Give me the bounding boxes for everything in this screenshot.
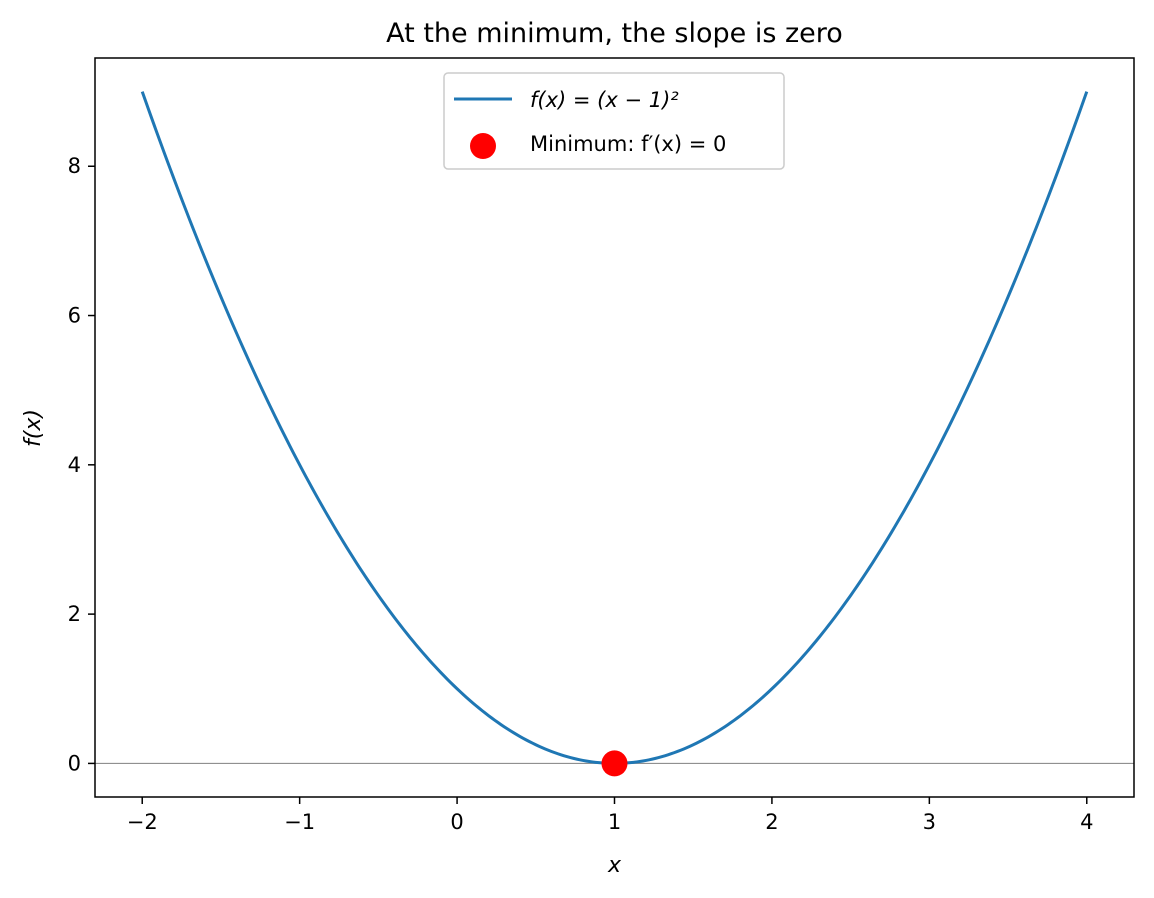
legend-label-f: f(x) = (x − 1)² (530, 88, 679, 112)
y-tick-label: 0 (68, 751, 81, 775)
y-axis: 0 2 4 6 8 (68, 154, 95, 775)
x-tick-label: 2 (765, 810, 778, 834)
chart-title: At the minimum, the slope is zero (386, 18, 843, 49)
x-tick-label: 3 (923, 810, 936, 834)
legend: f(x) = (x − 1)² Minimum: f′(x) = 0 (443, 72, 785, 170)
legend-label-minimum: Minimum: f′(x) = 0 (530, 132, 726, 156)
y-tick-label: 8 (68, 154, 81, 178)
legend-box (443, 72, 785, 170)
y-tick-label: 2 (68, 602, 81, 626)
x-tick-label: −2 (127, 810, 158, 834)
y-axis-label: f(x) (21, 409, 46, 447)
y-tick-label: 6 (68, 304, 81, 328)
legend-marker-swatch (470, 133, 496, 159)
x-tick-label: 4 (1080, 810, 1093, 834)
y-tick-label: 4 (68, 453, 81, 477)
x-tick-label: 0 (450, 810, 463, 834)
x-tick-label: 1 (608, 810, 621, 834)
x-axis-label: x (607, 853, 622, 878)
x-axis: −2 −1 0 1 2 3 4 (127, 797, 1093, 834)
x-tick-label: −1 (284, 810, 315, 834)
minimum-point (601, 750, 628, 777)
